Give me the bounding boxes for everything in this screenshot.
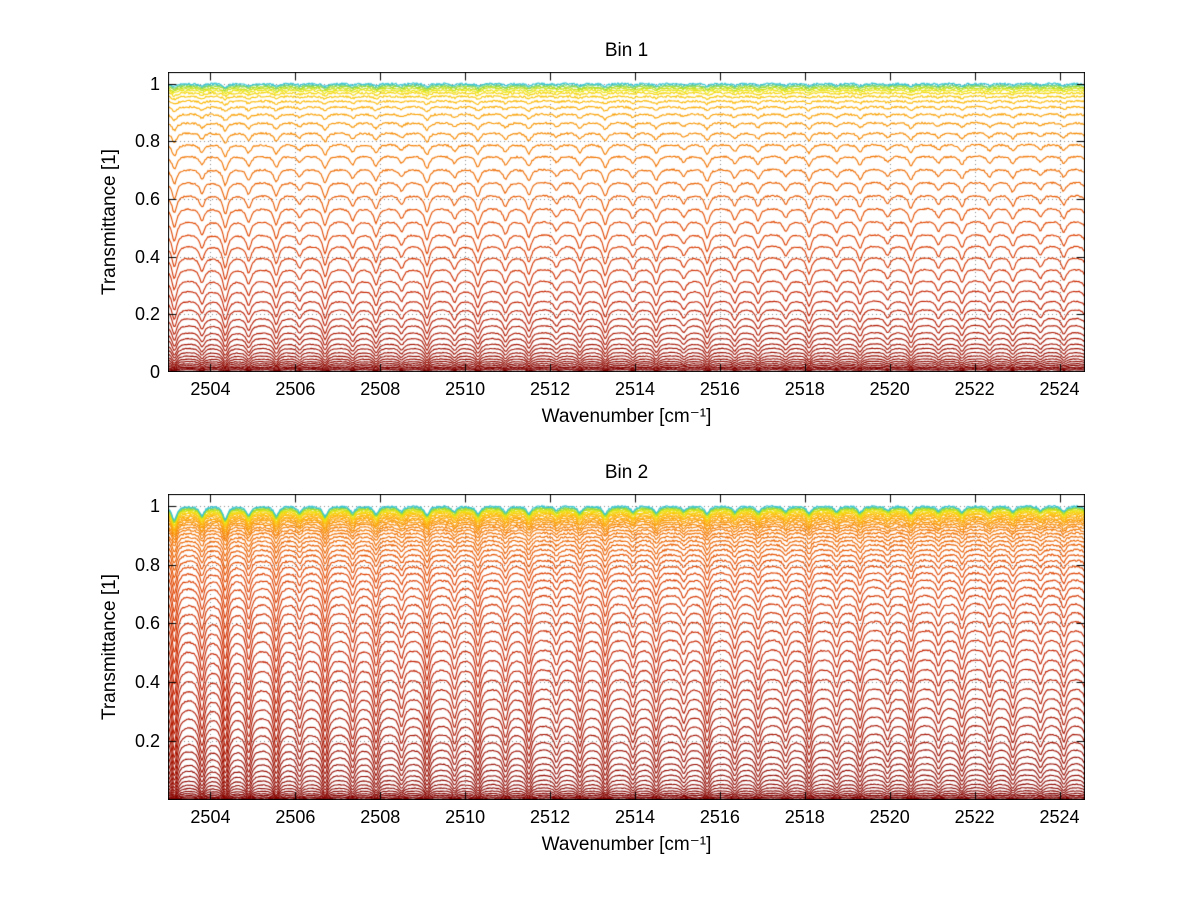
x-tick-label: 2506 (275, 379, 316, 399)
x-tick-label: 2516 (699, 807, 740, 827)
x-tick-label: 2514 (614, 379, 655, 399)
x-tick-label: 2506 (275, 807, 316, 827)
x-tick-label: 2520 (869, 379, 910, 399)
x-tick-label: 2504 (190, 807, 231, 827)
plot-area-bin1 (168, 72, 1085, 372)
x-tick-label: 2518 (784, 807, 825, 827)
plot-area-bin2 (168, 494, 1085, 800)
y-tick-label: 0.4 (134, 672, 160, 693)
plot-title-bin2: Bin 2 (604, 462, 649, 483)
x-tick-label: 2524 (1039, 379, 1080, 399)
x-tick-label: 2512 (530, 807, 571, 827)
x-tick-label: 2520 (869, 807, 910, 827)
y-tick-label: 0.2 (134, 304, 160, 325)
x-axis-label-bin2: Wavenumber [cm⁻¹] (541, 834, 712, 855)
y-tick-label: 1 (149, 495, 160, 516)
x-tick-label: 2508 (360, 807, 401, 827)
y-tick-label: 1 (149, 73, 160, 94)
x-tick-label: 2518 (784, 379, 825, 399)
x-tick-label: 2524 (1039, 807, 1080, 827)
x-tick-label: 2522 (954, 807, 995, 827)
y-axis-label-bin2: Transmittance [1] (99, 573, 120, 721)
x-tick-label: 2510 (445, 379, 486, 399)
plot-title-bin1: Bin 1 (604, 40, 649, 61)
x-tick-label: 2522 (954, 379, 995, 399)
x-tick-label: 2510 (445, 807, 486, 827)
y-tick-label: 0.2 (134, 731, 160, 752)
y-tick-label: 0.6 (134, 613, 160, 634)
x-tick-label: 2514 (614, 807, 655, 827)
x-tick-label: 2512 (530, 379, 571, 399)
x-tick-label: 2504 (190, 379, 231, 399)
x-tick-label: 2508 (360, 379, 401, 399)
y-tick-label: 0.6 (134, 188, 160, 209)
y-tick-label: 0.8 (134, 131, 160, 152)
y-tick-label: 0 (149, 362, 160, 382)
x-axis-label-bin1: Wavenumber [cm⁻¹] (541, 406, 712, 427)
y-tick-label: 0.4 (134, 246, 160, 267)
x-tick-label: 2516 (699, 379, 740, 399)
y-tick-label: 0.8 (134, 554, 160, 575)
